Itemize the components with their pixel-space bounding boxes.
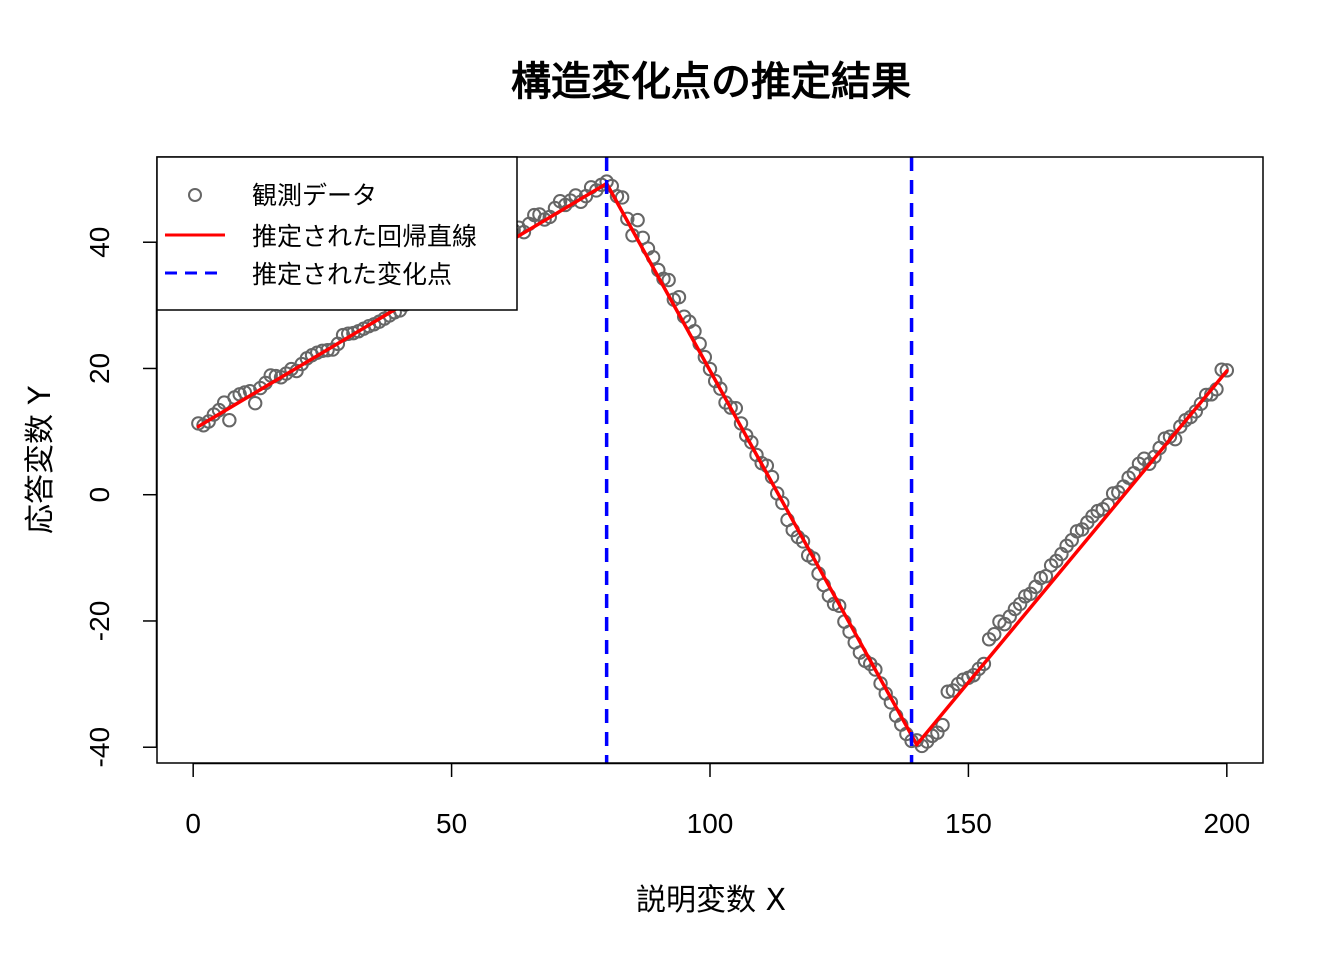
data-point xyxy=(806,551,821,566)
x-tick-label: 100 xyxy=(687,808,734,839)
data-point xyxy=(795,534,811,549)
data-point xyxy=(671,289,687,305)
regression-segment xyxy=(914,369,1229,747)
legend-label-observed: 観測データ xyxy=(252,181,377,210)
plot-frame xyxy=(156,156,1264,764)
regression-segment xyxy=(604,181,919,747)
x-tick-label: 0 xyxy=(185,808,201,839)
data-point xyxy=(702,361,718,377)
legend-point-symbol xyxy=(188,188,202,202)
data-point xyxy=(987,627,1002,642)
data-point xyxy=(661,272,676,288)
y-tick-label: 40 xyxy=(84,227,115,258)
y-tick-label: 0 xyxy=(84,487,115,503)
data-point xyxy=(620,211,635,227)
data-point xyxy=(713,381,728,396)
x-axis-label: 説明変数 X xyxy=(636,883,786,918)
data-point xyxy=(222,413,237,428)
data-point xyxy=(723,400,738,415)
data-point xyxy=(976,656,992,672)
data-point xyxy=(630,212,645,228)
data-point xyxy=(935,717,950,733)
data-point xyxy=(832,598,847,614)
legend-label-changepoint: 推定された変化点 xyxy=(252,260,452,289)
legend-label-regression: 推定された回帰直線 xyxy=(252,222,477,251)
legend: 観測データ 推定された回帰直線 推定された変化点 xyxy=(156,156,518,311)
x-tick-label: 50 xyxy=(436,808,467,839)
y-axis-label: 応答変数 Y xyxy=(23,385,58,534)
x-tick-label: 150 xyxy=(945,808,992,839)
x-tick-label: 200 xyxy=(1203,808,1250,839)
change-point-lines xyxy=(604,157,914,763)
chart-title: 構造変化点の推定結果 xyxy=(511,59,911,105)
y-tick-label: -40 xyxy=(84,727,115,767)
y-tick-label: 20 xyxy=(84,353,115,384)
y-tick-label: -20 xyxy=(84,601,115,641)
data-point xyxy=(775,495,790,511)
x-axis: 0 50 100 150 200 xyxy=(185,762,1250,839)
data-point xyxy=(247,395,263,411)
y-axis: -40 -20 0 20 40 xyxy=(84,227,158,767)
data-point xyxy=(1219,363,1235,378)
plot-area xyxy=(191,157,1235,763)
data-point xyxy=(320,342,335,358)
data-point xyxy=(868,662,883,677)
